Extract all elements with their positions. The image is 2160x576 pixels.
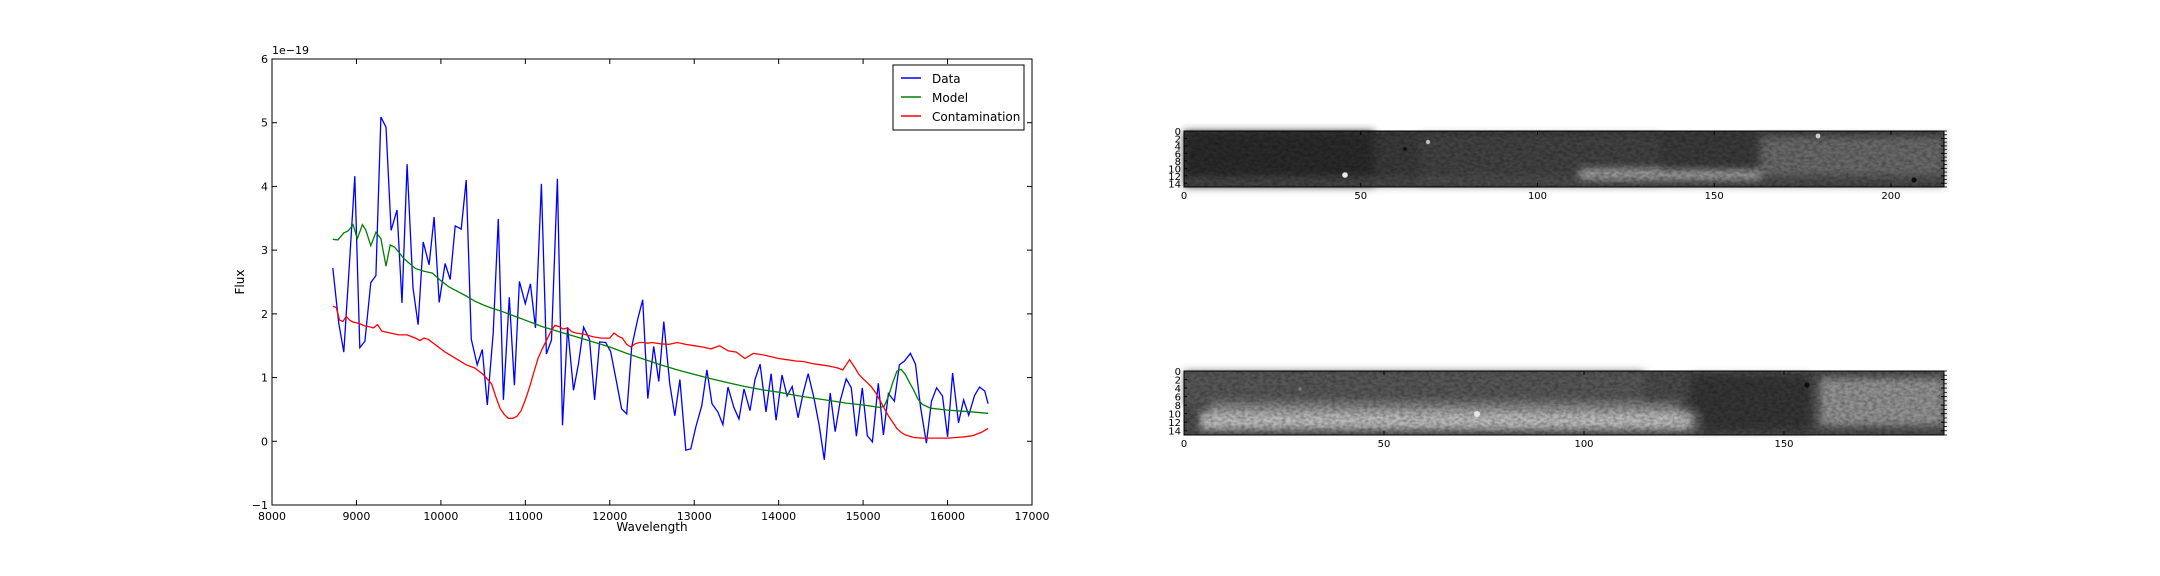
legend-label: Data bbox=[932, 72, 961, 86]
spectrum-offset-label: 1e−19 bbox=[272, 44, 309, 57]
x-tick-label: 17000 bbox=[1015, 510, 1050, 523]
y-tick-label: 2 bbox=[1175, 134, 1181, 145]
x-tick-label: 15000 bbox=[846, 510, 881, 523]
y-tick-label: 8 bbox=[1175, 157, 1181, 168]
y-tick-label: 6 bbox=[261, 53, 268, 66]
spectrum-y-ticks: −1 0 1 2 3 4 5 6 bbox=[252, 53, 1032, 512]
x-tick-label: 9000 bbox=[342, 510, 370, 523]
y-tick-label: 12 bbox=[1168, 418, 1181, 429]
cutout-top-pixels bbox=[1184, 131, 1944, 187]
y-tick-label: 4 bbox=[1175, 384, 1181, 395]
x-tick-label: 0 bbox=[1181, 439, 1187, 450]
cutout-bottom-pixels bbox=[1184, 371, 1944, 435]
x-tick-label: 8000 bbox=[258, 510, 286, 523]
spectrum-axes-frame bbox=[271, 58, 1033, 506]
y-tick-label: 1 bbox=[261, 372, 268, 385]
legend-label: Contamination bbox=[932, 110, 1020, 124]
series-line-model bbox=[332, 223, 989, 414]
x-tick-label: 13000 bbox=[677, 510, 712, 523]
spectrum-y-axis-label: Flux bbox=[233, 270, 247, 295]
y-tick-label: 4 bbox=[1175, 142, 1181, 153]
spectrum-plot: 8000 9000 10000 11000 12000 13000 14000 15000 16… bbox=[233, 44, 1050, 534]
y-tick-label: 0 bbox=[1175, 127, 1181, 138]
spectrum-x-ticks: 8000 9000 10000 11000 12000 13000 14000 15000 16… bbox=[258, 59, 1050, 523]
y-tick-label: 14 bbox=[1168, 179, 1181, 190]
legend-label: Model bbox=[932, 91, 968, 105]
series-line-contamination bbox=[332, 305, 989, 439]
x-tick-label: 12000 bbox=[592, 510, 627, 523]
cutout-top-frame bbox=[1183, 130, 1945, 188]
y-tick-label: 0 bbox=[1175, 367, 1181, 378]
y-tick-label: −1 bbox=[252, 499, 268, 512]
series-line-data bbox=[332, 116, 989, 460]
y-tick-label: 5 bbox=[261, 117, 268, 130]
cutout-bottom-frame bbox=[1183, 370, 1945, 436]
y-tick-label: 3 bbox=[261, 244, 268, 257]
y-tick-label: 8 bbox=[1175, 401, 1181, 412]
y-tick-label: 0 bbox=[261, 435, 268, 448]
x-tick-label: 16000 bbox=[930, 510, 965, 523]
spectrum-x-axis-label: Wavelength bbox=[616, 520, 687, 534]
x-tick-label: 50 bbox=[1354, 191, 1367, 202]
y-tick-label: 6 bbox=[1175, 149, 1181, 160]
y-tick-label: 2 bbox=[261, 308, 268, 321]
spectrum-series-lines bbox=[332, 116, 989, 460]
x-tick-label: 10000 bbox=[423, 510, 458, 523]
x-tick-label: 50 bbox=[1378, 439, 1391, 450]
y-tick-label: 12 bbox=[1168, 172, 1181, 183]
x-tick-label: 11000 bbox=[508, 510, 543, 523]
y-tick-label: 6 bbox=[1175, 393, 1181, 404]
y-tick-label: 4 bbox=[261, 180, 268, 193]
x-tick-label: 0 bbox=[1181, 191, 1187, 202]
y-tick-label: 10 bbox=[1168, 164, 1181, 175]
x-tick-label: 100 bbox=[1528, 191, 1547, 202]
x-tick-label: 200 bbox=[1881, 191, 1900, 202]
x-tick-label: 150 bbox=[1774, 439, 1793, 450]
x-tick-label: 150 bbox=[1705, 191, 1724, 202]
y-tick-label: 14 bbox=[1168, 427, 1181, 438]
spectrum-legend: Data Model Contamination bbox=[892, 64, 1025, 131]
x-tick-label: 14000 bbox=[761, 510, 796, 523]
y-tick-label: 10 bbox=[1168, 410, 1181, 421]
y-tick-label: 2 bbox=[1175, 376, 1181, 387]
x-tick-label: 100 bbox=[1574, 439, 1593, 450]
